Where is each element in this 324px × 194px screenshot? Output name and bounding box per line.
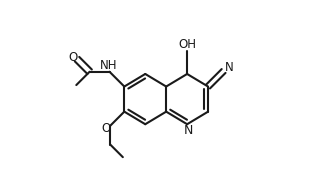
Text: OH: OH: [178, 38, 196, 51]
Text: N: N: [225, 61, 233, 74]
Text: NH: NH: [100, 59, 117, 72]
Text: N: N: [183, 124, 193, 137]
Text: O: O: [68, 51, 77, 64]
Text: O: O: [101, 122, 111, 135]
